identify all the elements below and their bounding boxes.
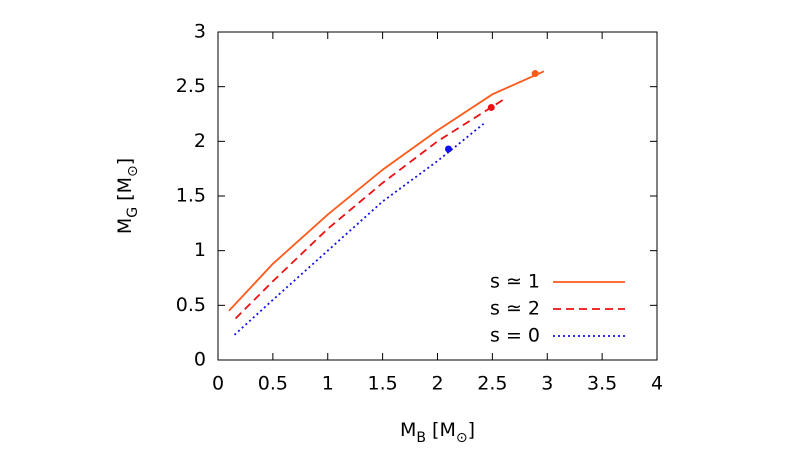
x-axis-label-part: ] [468, 419, 475, 441]
series-marker [531, 70, 539, 78]
series-line [233, 123, 485, 336]
y-axis-label-part: M [114, 218, 136, 234]
y-axis-label-part: ⊙ [125, 165, 141, 177]
y-tick-label: 0.5 [176, 294, 206, 316]
y-tick-label: 2.5 [176, 75, 206, 97]
x-tick-label: 0.5 [258, 373, 288, 395]
series-marker [444, 145, 452, 153]
x-axis-label-part: M [400, 419, 416, 441]
y-axis-label-part: G [125, 207, 141, 218]
x-tick-label: 2.5 [477, 373, 507, 395]
x-tick-label: 0 [212, 373, 224, 395]
x-axis-label-part: [M [426, 419, 456, 441]
x-axis-label-part: ⊙ [456, 430, 468, 446]
y-tick-label: 2 [194, 130, 206, 152]
y-axis-label: MG [M⊙] [114, 158, 142, 234]
legend-label: s = 0 [490, 325, 540, 347]
x-tick-label: 1.5 [368, 373, 398, 395]
y-axis-label-part: [M [114, 177, 136, 207]
x-tick-label: 4 [651, 373, 663, 395]
legend-label: s ≃ 2 [490, 298, 540, 320]
y-tick-label: 3 [194, 21, 206, 43]
series-line [228, 70, 545, 312]
plot-border [217, 31, 658, 361]
x-axis-label: MB [M⊙] [400, 419, 475, 447]
y-tick-label: 1 [194, 239, 206, 261]
x-axis-label-part: B [416, 430, 426, 446]
x-tick-label: 3.5 [587, 373, 617, 395]
x-tick-label: 1 [322, 373, 334, 395]
x-tick-label: 3 [541, 373, 553, 395]
x-tick-label: 2 [431, 373, 443, 395]
y-axis-label-part: ] [114, 158, 136, 165]
y-tick-label: 1.5 [176, 185, 206, 207]
legend-label: s ≃ 1 [490, 271, 540, 293]
y-tick-label: 0 [194, 349, 206, 371]
series-marker [487, 103, 495, 111]
series-line [234, 96, 508, 320]
